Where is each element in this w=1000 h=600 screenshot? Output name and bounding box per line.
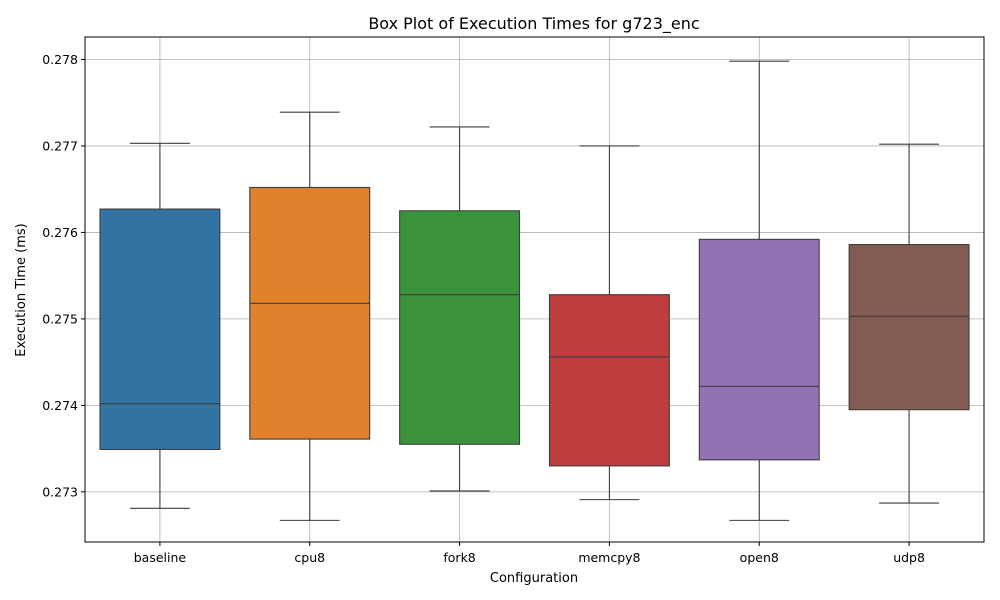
box-udp8 — [848, 143, 970, 504]
box-layer — [99, 60, 970, 521]
iqr-box — [249, 186, 371, 440]
y-axis-ticks: 0.273 0.274 0.275 0.276 0.277 0.278 — [42, 52, 85, 499]
y-tick-label: 0.273 — [42, 484, 78, 499]
y-tick-label: 0.276 — [42, 225, 78, 240]
box-fork8 — [399, 126, 521, 492]
y-tick-label: 0.278 — [42, 52, 78, 67]
iqr-box — [399, 210, 521, 445]
y-tick-label: 0.275 — [42, 311, 78, 326]
box-open8 — [698, 60, 820, 521]
y-axis-title: Execution Time (ms) — [14, 223, 29, 356]
y-tick-label: 0.274 — [42, 398, 78, 413]
y-tick-label: 0.277 — [42, 138, 78, 153]
x-tick-label-fork8: fork8 — [443, 550, 475, 565]
x-tick-label-cpu8: cpu8 — [294, 550, 325, 565]
chart-title: Box Plot of Execution Times for g723_enc — [368, 14, 699, 34]
x-tick-label-baseline: baseline — [134, 550, 187, 565]
x-axis-title: Configuration — [490, 571, 578, 586]
iqr-box — [698, 238, 820, 461]
box-memcpy8 — [548, 145, 670, 501]
box-cpu8 — [249, 111, 371, 521]
iqr-box — [99, 208, 221, 451]
x-tick-label-udp8: udp8 — [893, 550, 925, 565]
x-tick-label-open8: open8 — [740, 550, 779, 565]
x-axis-ticks: baseline cpu8 fork8 memcpy8 open8 udp8 — [134, 542, 925, 565]
iqr-box — [548, 294, 670, 467]
x-tick-label-memcpy8: memcpy8 — [578, 550, 640, 565]
box-baseline — [99, 142, 221, 509]
plot-frame — [84, 36, 985, 543]
iqr-box — [848, 243, 970, 411]
